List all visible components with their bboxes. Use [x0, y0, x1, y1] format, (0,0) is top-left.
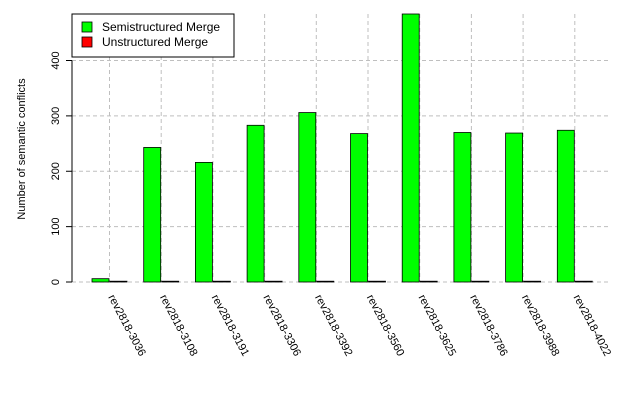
bar-semistructured — [246, 124, 265, 283]
bar-unstructured — [368, 280, 386, 283]
x-tick-label: rev2818-3786 — [467, 293, 509, 359]
bar-semistructured — [505, 132, 524, 283]
bar-semistructured — [401, 13, 420, 283]
legend-label: Unstructured Merge — [102, 35, 208, 49]
bar-unstructured — [212, 280, 231, 283]
x-tick-label: rev2818-3988 — [519, 293, 561, 359]
y-axis-title: Number of semantic conflicts — [16, 78, 28, 220]
x-tick-label: rev2818-3036 — [105, 293, 147, 359]
bar-semistructured — [556, 129, 575, 283]
x-tick-label: rev2818-3392 — [312, 293, 354, 359]
legend-label: Semistructured Merge — [102, 20, 220, 34]
x-tick-label: rev2818-3306 — [260, 293, 302, 359]
y-tick-label: 400 — [50, 51, 62, 69]
bar-unstructured — [419, 280, 438, 283]
x-tick-label: rev2818-3560 — [364, 293, 406, 359]
x-tick-label: rev2818-3191 — [209, 293, 251, 359]
bar-semistructured — [91, 278, 110, 283]
bars — [91, 13, 593, 283]
legend-box — [71, 13, 235, 58]
y-tick-label: 0 — [50, 279, 62, 285]
bar-semistructured — [350, 133, 368, 283]
x-tick-label: rev2818-4022 — [571, 293, 613, 359]
y-tick-label: 300 — [50, 107, 62, 125]
bar-unstructured — [264, 280, 283, 283]
bar-unstructured — [109, 280, 128, 283]
bar-unstructured — [574, 280, 593, 283]
bar-semistructured — [453, 132, 472, 283]
legend-swatch — [81, 36, 93, 48]
y-axis: 0 100 200 300 400 — [50, 51, 73, 285]
bar-unstructured — [161, 280, 180, 283]
bar-semistructured — [143, 147, 162, 283]
x-tick-label: rev2818-3108 — [157, 293, 199, 359]
x-tick-labels: rev2818-3036 rev2818-3108 rev2818-3191 rev2… — [105, 293, 613, 359]
grid-lines — [72, 14, 608, 283]
bar-semistructured — [298, 112, 317, 283]
bar-unstructured — [523, 280, 541, 283]
legend-swatch — [81, 21, 93, 33]
bar-unstructured — [316, 280, 335, 283]
y-tick-label: 100 — [50, 217, 62, 235]
y-tick-label: 200 — [50, 162, 62, 180]
bar-semistructured — [194, 161, 213, 283]
x-tick-label: rev2818-3625 — [416, 293, 458, 359]
bar-unstructured — [471, 280, 490, 283]
